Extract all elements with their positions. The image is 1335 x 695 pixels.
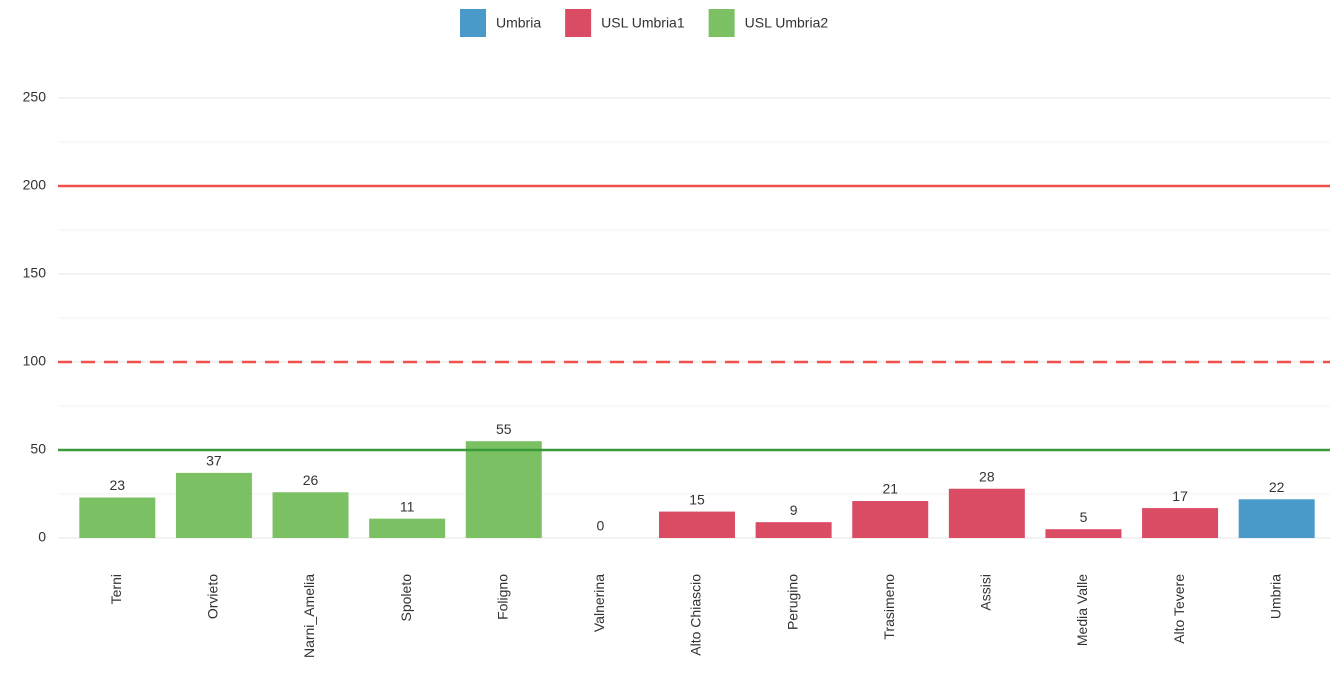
x-tick-label: Media Valle xyxy=(1074,574,1090,646)
bar xyxy=(1142,508,1219,538)
bar xyxy=(755,522,832,538)
value-label: 28 xyxy=(979,468,995,484)
y-tick-label: 150 xyxy=(23,265,47,281)
y-tick-label: 250 xyxy=(23,89,47,105)
value-label: 26 xyxy=(303,472,319,488)
value-label: 5 xyxy=(1080,509,1088,525)
x-tick-label: Valnerina xyxy=(591,574,607,632)
x-tick-label: Trasimeno xyxy=(881,574,897,640)
legend-label: Umbria xyxy=(496,15,541,31)
value-label: 23 xyxy=(110,477,126,493)
bar xyxy=(369,518,446,538)
y-tick-label: 50 xyxy=(30,441,46,457)
value-label: 9 xyxy=(790,502,798,518)
y-tick-label: 200 xyxy=(23,177,47,193)
bar xyxy=(175,472,252,538)
bar xyxy=(79,497,156,538)
x-tick-label: Spoleto xyxy=(398,574,414,622)
x-tick-label: Assisi xyxy=(978,574,994,611)
x-tick-label: Narni_Amelia xyxy=(301,574,317,658)
x-tick-label: Alto Tevere xyxy=(1171,574,1187,644)
value-label: 15 xyxy=(689,491,705,507)
bar xyxy=(948,488,1025,538)
value-label: 37 xyxy=(206,453,222,469)
value-label: 22 xyxy=(1269,479,1285,495)
x-tick-label: Perugino xyxy=(784,574,800,630)
x-tick-label: Terni xyxy=(108,574,124,604)
legend-swatch xyxy=(565,9,592,37)
x-tick-label: Foligno xyxy=(494,574,510,620)
value-label: 55 xyxy=(496,421,512,437)
value-label: 21 xyxy=(882,481,898,497)
legend-label: USL Umbria1 xyxy=(601,15,685,31)
value-label: 0 xyxy=(596,518,604,534)
legend-label: USL Umbria2 xyxy=(745,15,829,31)
bar xyxy=(465,441,542,538)
y-tick-label: 0 xyxy=(38,529,46,545)
bar xyxy=(1045,529,1122,538)
x-tick-label: Umbria xyxy=(1267,574,1283,619)
x-tick-label: Alto Chiascio xyxy=(688,574,704,656)
bar xyxy=(659,511,735,538)
x-tick-label: Orvieto xyxy=(205,574,221,619)
y-tick-label: 100 xyxy=(23,353,47,369)
bar xyxy=(852,501,929,538)
value-label: 17 xyxy=(1172,488,1188,504)
legend-swatch xyxy=(708,9,735,37)
legend-swatch xyxy=(460,9,486,37)
value-label: 11 xyxy=(400,498,415,514)
bar xyxy=(1238,499,1315,538)
bar xyxy=(272,492,349,538)
